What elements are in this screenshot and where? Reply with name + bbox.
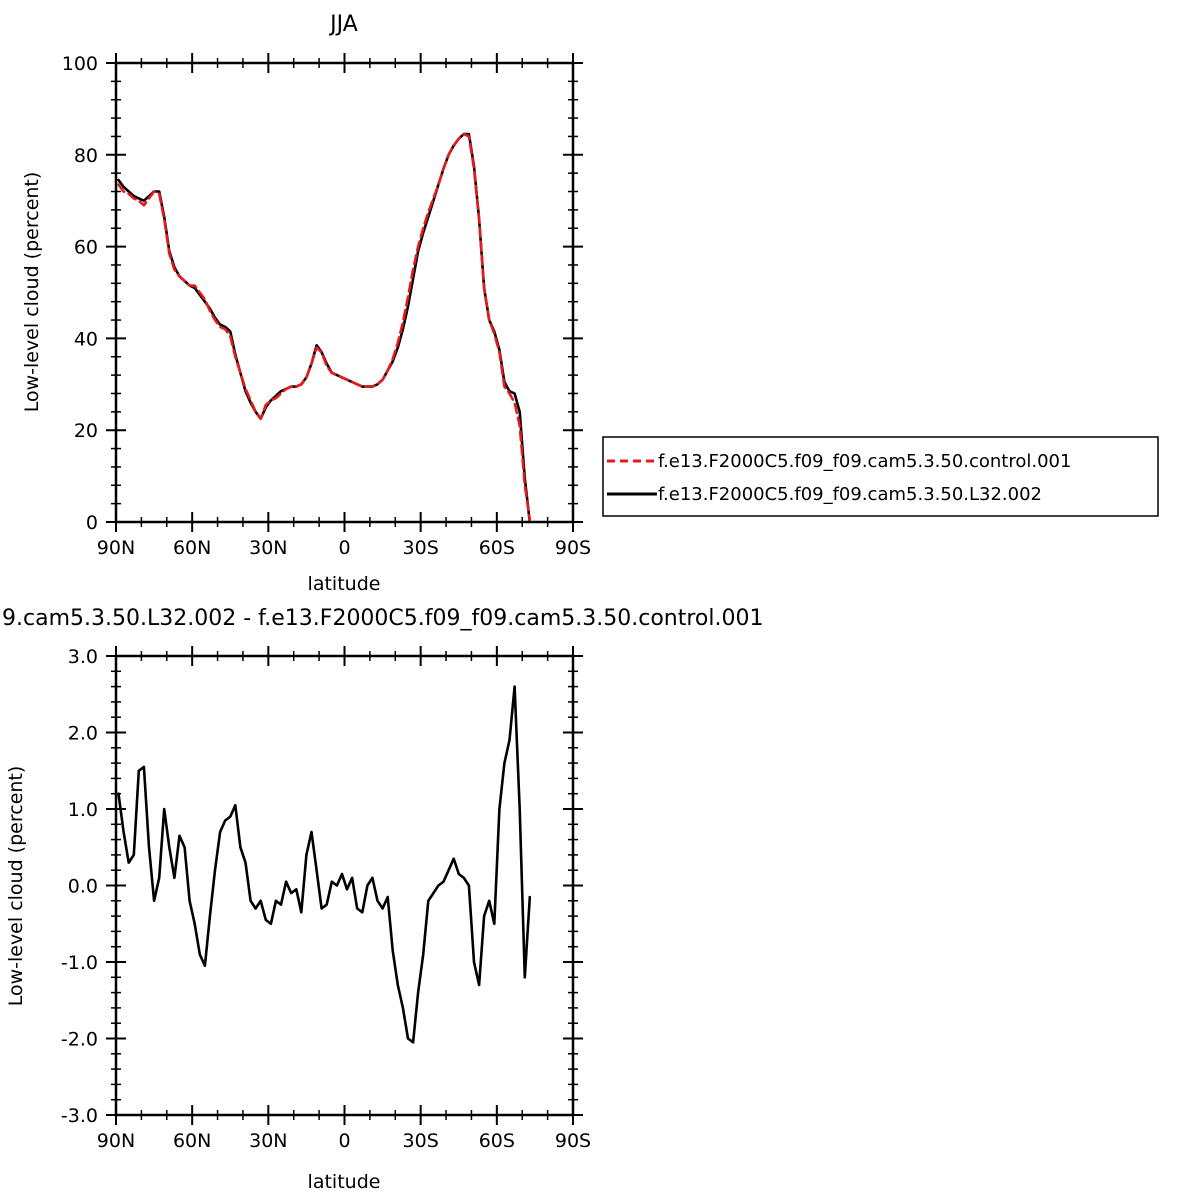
top-x-tick-label: 0 [338, 537, 350, 559]
bottom-chart-title: 9.cam5.3.50.L32.002 - f.e13.F2000C5.f09_… [2, 606, 763, 631]
top-y-tick-label: 40 [74, 328, 98, 350]
bottom-x-tick-label: 90S [555, 1130, 591, 1152]
bottom-y-axis-label: Low-level cloud (percent) [5, 766, 27, 1007]
top-y-tick-label: 60 [74, 237, 98, 259]
legend: f.e13.F2000C5.f09_f09.cam5.3.50.control.… [602, 436, 1159, 517]
bottom-x-tick-label: 0 [338, 1130, 350, 1152]
bottom-y-tick-label: -2.0 [61, 1029, 98, 1051]
top-y-tick-label: 20 [74, 420, 98, 442]
top-x-tick-label: 90S [555, 537, 591, 559]
top-x-axis-label: latitude [308, 573, 381, 595]
bottom-y-tick-label: 2.0 [68, 723, 98, 745]
bottom-x-tick-label: 30S [403, 1130, 439, 1152]
top-x-tick-label: 90N [97, 537, 135, 559]
top-plot-frame [114, 61, 575, 524]
top-x-tick-label: 30N [249, 537, 287, 559]
bottom-panel: 9.cam5.3.50.L32.002 - f.e13.F2000C5.f09_… [2, 606, 763, 1193]
top-y-tick-label: 100 [62, 53, 98, 75]
bottom-y-tick-label: -1.0 [61, 952, 98, 974]
bottom-x-axis-label: latitude [308, 1171, 381, 1193]
bottom-series-line-0 [117, 685, 532, 1044]
top-y-tick-label: 80 [74, 145, 98, 167]
bottom-y-tick-label: 1.0 [68, 799, 98, 821]
bottom-y-tick-label: 0.0 [68, 876, 98, 898]
top-series-lines [117, 132, 532, 524]
bottom-x-tick-label: 90N [97, 1130, 135, 1152]
top-x-tick-label: 60S [479, 537, 515, 559]
top-chart-title: JJA [328, 12, 358, 37]
bottom-ticks: 90N 60N 30N 0 30S 60S 90S -3.0 -2.0 -1.0 0.0 1.0 2.0… [61, 646, 591, 1152]
bottom-x-tick-label: 60N [173, 1130, 211, 1152]
top-panel: JJA 90N 60N 30N 0 30S 60S 90S 0 20 40 60 80 100 lati… [21, 12, 591, 595]
bottom-series-lines [117, 685, 532, 1044]
legend-label-l32: f.e13.F2000C5.f09_f09.cam5.3.50.L32.002 [658, 484, 1042, 505]
top-series-line-1 [117, 132, 532, 524]
legend-label-control: f.e13.F2000C5.f09_f09.cam5.3.50.control.… [658, 451, 1071, 472]
top-x-tick-label: 60N [173, 537, 211, 559]
top-series-line-0 [117, 132, 532, 521]
legend-box [602, 436, 1159, 517]
bottom-y-tick-label: 3.0 [68, 646, 98, 668]
bottom-x-tick-label: 30N [249, 1130, 287, 1152]
top-y-tick-label: 0 [86, 512, 98, 534]
bottom-x-tick-label: 60S [479, 1130, 515, 1152]
top-x-tick-label: 30S [403, 537, 439, 559]
top-ticks: 90N 60N 30N 0 30S 60S 90S 0 20 40 60 80 100 [62, 53, 591, 559]
top-y-axis-label: Low-level cloud (percent) [21, 172, 43, 413]
bottom-y-tick-label: -3.0 [61, 1105, 98, 1127]
